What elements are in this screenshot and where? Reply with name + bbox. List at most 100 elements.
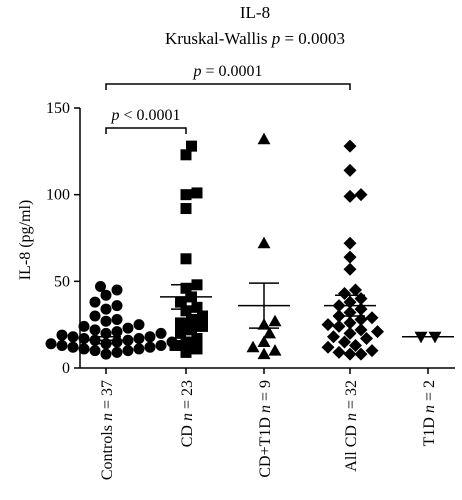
category-label: CD n = 23 [179, 380, 196, 447]
data-point [180, 203, 192, 215]
data-point [122, 345, 134, 357]
data-point [365, 311, 379, 325]
comparison-p-value: p = 0.0001 [192, 63, 262, 80]
data-point [111, 300, 123, 312]
data-point [268, 314, 282, 327]
y-tick-label: 0 [62, 360, 70, 377]
data-point [67, 341, 79, 353]
data-point [191, 343, 203, 355]
data-point [343, 250, 357, 264]
category-label: CD+T1D n = 9 [257, 380, 274, 478]
data-point [268, 344, 282, 356]
data-point [257, 347, 271, 360]
data-point [354, 347, 368, 361]
category-label: All CD n = 32 [343, 380, 360, 472]
category-labels: Controls n = 37 CD n = 23 CD+T1D n = 9 All … [99, 380, 438, 480]
data-point [263, 326, 276, 339]
data-point [155, 327, 167, 339]
data-point [180, 305, 192, 317]
data-point [371, 325, 384, 339]
data-point [56, 329, 68, 341]
data-point [191, 187, 203, 199]
data-point [197, 320, 208, 332]
data-point [169, 339, 181, 351]
data-point [186, 140, 197, 152]
data-point [360, 332, 373, 346]
data-point [257, 236, 271, 249]
chart-title: IL-8 [240, 3, 270, 22]
comparison-brackets: p = 0.0001 p < 0.0001 [105, 63, 351, 134]
data-point [257, 132, 271, 145]
data-point [349, 283, 362, 297]
data-point [197, 310, 208, 322]
y-tick-label: 50 [54, 273, 70, 290]
data-point [133, 333, 145, 345]
error-bars [80, 282, 454, 345]
data-point [89, 296, 101, 308]
data-point [100, 348, 112, 360]
data-point [175, 317, 186, 329]
data-point [180, 336, 192, 348]
data-point [343, 139, 357, 153]
data-point [349, 338, 362, 352]
data-point [343, 316, 357, 330]
data-points [45, 132, 442, 361]
data-point [78, 333, 90, 345]
category-label: T1D n = 2 [421, 380, 438, 446]
comparison-bracket [105, 83, 351, 90]
y-axis-label: IL-8 (pg/ml) [17, 200, 34, 280]
data-point [78, 343, 90, 355]
data-point [332, 319, 346, 333]
data-point [257, 335, 271, 347]
data-point [100, 289, 112, 301]
data-point [89, 310, 101, 322]
data-point [175, 327, 186, 339]
data-point [89, 324, 101, 336]
data-point [45, 338, 57, 350]
data-point [133, 319, 145, 331]
data-point [78, 320, 90, 332]
data-point [180, 189, 192, 201]
data-point [89, 345, 101, 357]
chart-subtitle: Kruskal-Wallis p = 0.0003 [165, 29, 345, 48]
data-point [343, 236, 357, 250]
data-point [321, 318, 335, 332]
data-point [111, 284, 123, 296]
data-point [338, 286, 351, 300]
data-point [144, 341, 156, 353]
y-tick-label: 150 [46, 100, 70, 117]
data-point [321, 340, 335, 354]
data-point [133, 343, 145, 355]
data-point [111, 336, 123, 348]
data-point [111, 326, 123, 338]
data-point [100, 303, 112, 315]
data-point [343, 262, 357, 276]
data-point [186, 324, 197, 336]
y-tick-label: 100 [46, 187, 70, 204]
category-label: Controls n = 37 [99, 380, 116, 480]
data-point [180, 149, 192, 161]
data-point [332, 345, 346, 359]
data-point [144, 331, 156, 343]
data-point [343, 189, 357, 203]
data-point [111, 313, 123, 325]
data-point [186, 313, 197, 325]
data-point [122, 322, 134, 334]
data-point [67, 331, 79, 343]
data-point [365, 344, 379, 358]
data-point [56, 339, 68, 351]
data-point [100, 315, 112, 327]
data-point [343, 326, 357, 340]
data-point [191, 333, 203, 345]
data-point [246, 340, 260, 353]
comparison-bracket [105, 127, 187, 134]
data-point [111, 346, 123, 358]
data-point [191, 301, 203, 313]
data-point [354, 323, 368, 337]
data-point [343, 347, 357, 361]
comparison-p-value: p < 0.0001 [110, 107, 180, 124]
data-point [343, 163, 357, 177]
data-point [155, 339, 167, 351]
data-point [175, 296, 186, 308]
